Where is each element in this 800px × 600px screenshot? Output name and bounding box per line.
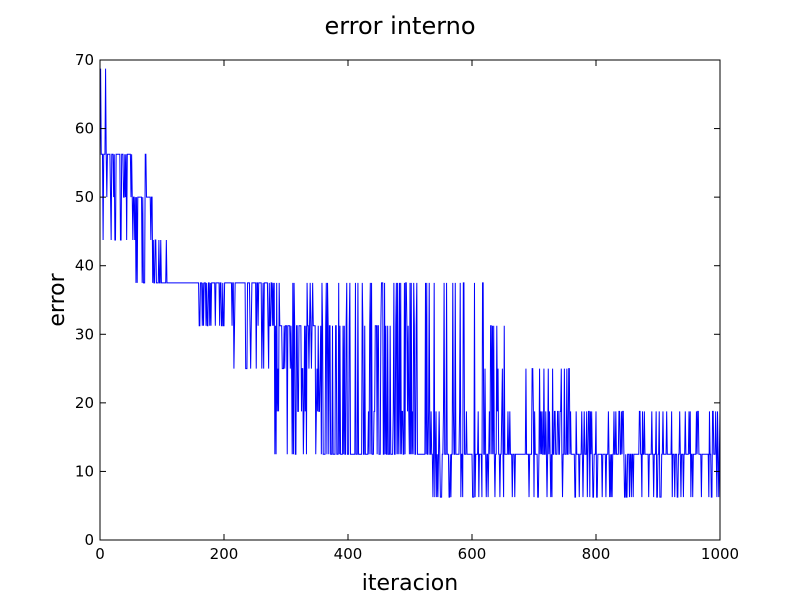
y-tick-label: 40 — [75, 257, 94, 275]
x-tick-label: 400 — [334, 545, 363, 563]
series-line-0 — [99, 68, 721, 498]
x-axis-label: iteracion — [362, 571, 458, 596]
y-tick-label: 30 — [75, 325, 94, 343]
y-tick-label: 50 — [75, 188, 94, 206]
x-tick-label: 800 — [582, 545, 611, 563]
y-tick-label: 60 — [75, 120, 94, 138]
y-axis-label: error — [45, 272, 70, 326]
x-tick-label: 600 — [458, 545, 487, 563]
x-tick-label: 1000 — [701, 545, 739, 563]
y-tick-label: 70 — [75, 51, 94, 69]
y-axis: 0 10 20 30 40 50 60 70 — [75, 51, 720, 549]
x-axis: 0 200 400 600 800 1000 — [95, 60, 739, 563]
x-tick-label: 200 — [210, 545, 239, 563]
y-tick-label: 20 — [75, 394, 94, 412]
plot-frame — [99, 59, 721, 541]
chart-title: error interno — [324, 12, 475, 40]
plot-area — [99, 59, 721, 541]
y-tick-label: 10 — [75, 462, 94, 480]
x-tick-label: 0 — [95, 545, 105, 563]
y-tick-label: 0 — [84, 531, 94, 549]
